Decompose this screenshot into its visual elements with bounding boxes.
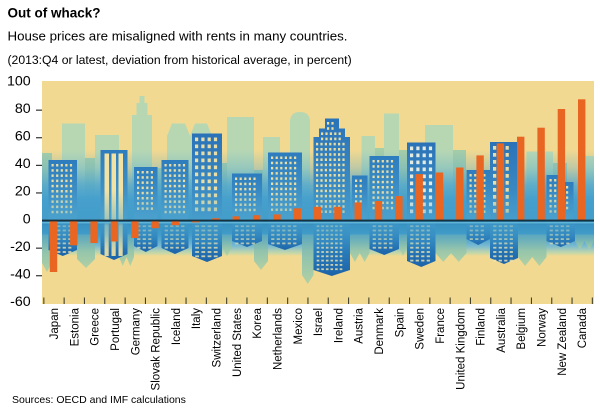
svg-text:-40: -40 xyxy=(10,267,31,283)
svg-text:France: France xyxy=(435,308,447,344)
svg-text:Belgium: Belgium xyxy=(516,308,528,350)
svg-text:Japan: Japan xyxy=(49,308,61,339)
svg-text:Iceland: Iceland xyxy=(171,308,183,345)
svg-text:House prices are misaligned wi: House prices are misaligned with rents i… xyxy=(8,29,348,44)
svg-text:20: 20 xyxy=(15,184,31,200)
svg-text:Portugal: Portugal xyxy=(110,308,122,351)
svg-text:United States: United States xyxy=(232,308,244,377)
svg-text:Greece: Greece xyxy=(90,308,102,346)
svg-text:Germany: Germany xyxy=(130,308,142,356)
svg-text:New Zealand: New Zealand xyxy=(557,308,569,376)
svg-text:Korea: Korea xyxy=(252,307,264,338)
svg-text:Estonia: Estonia xyxy=(69,307,81,346)
svg-text:Israel: Israel xyxy=(313,308,325,336)
svg-text:United Kingdom: United Kingdom xyxy=(455,308,467,390)
svg-text:(2013:Q4 or latest, deviation: (2013:Q4 or latest, deviation from histo… xyxy=(8,53,352,67)
svg-text:Denmark: Denmark xyxy=(374,308,386,355)
svg-text:0: 0 xyxy=(23,211,31,227)
svg-text:Sweden: Sweden xyxy=(415,308,427,350)
svg-text:60: 60 xyxy=(15,129,31,145)
svg-text:Italy: Italy xyxy=(191,308,203,329)
svg-text:Slovak Republic: Slovak Republic xyxy=(151,308,163,391)
svg-text:Out of whack?: Out of whack? xyxy=(8,6,101,21)
svg-text:100: 100 xyxy=(7,73,31,89)
svg-text:Mexico: Mexico xyxy=(293,308,305,344)
svg-text:Austria: Austria xyxy=(354,307,366,343)
svg-text:Sources: OECD and IMF calculat: Sources: OECD and IMF calculations xyxy=(12,394,186,406)
svg-text:Australia: Australia xyxy=(496,307,508,352)
svg-text:Netherlands: Netherlands xyxy=(273,308,285,370)
svg-text:Switzerland: Switzerland xyxy=(212,308,224,367)
svg-text:Norway: Norway xyxy=(537,308,549,347)
svg-text:-20: -20 xyxy=(10,239,31,255)
svg-text:-60: -60 xyxy=(10,294,31,310)
svg-text:Ireland: Ireland xyxy=(333,308,345,343)
svg-text:Canada: Canada xyxy=(577,307,589,348)
svg-text:Finland: Finland xyxy=(476,308,488,346)
svg-text:Spain: Spain xyxy=(394,308,406,337)
svg-text:40: 40 xyxy=(15,156,31,172)
svg-text:80: 80 xyxy=(15,101,31,117)
